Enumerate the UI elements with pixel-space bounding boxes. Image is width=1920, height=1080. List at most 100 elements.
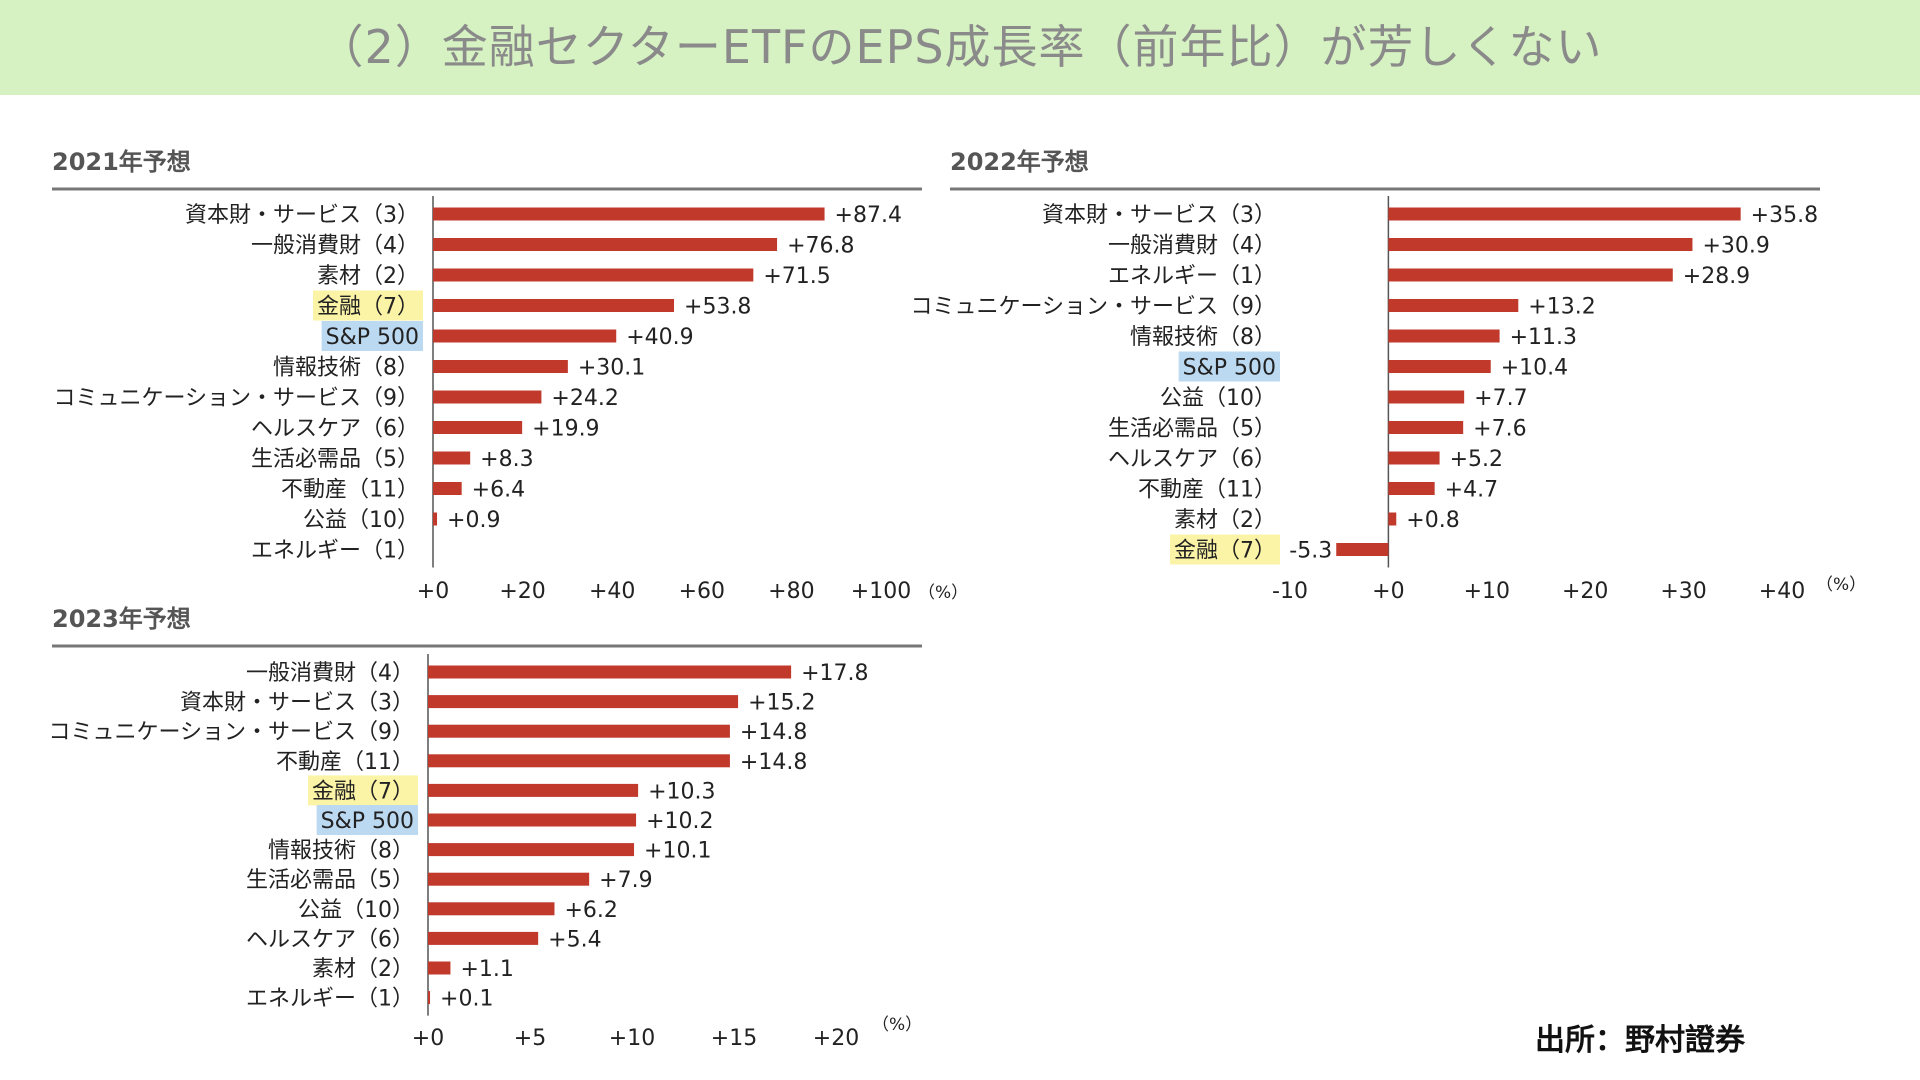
data-label: +76.8 — [787, 234, 854, 259]
category-label: 一般消費財（4） — [246, 661, 414, 686]
data-label: +15.2 — [748, 691, 815, 716]
category-label: 一般消費財（4） — [251, 234, 419, 259]
sp500-highlight — [321, 321, 423, 351]
data-label: +0.1 — [440, 987, 493, 1012]
bar — [1336, 543, 1389, 556]
chart-title-2021: 2021年予想 — [52, 148, 191, 176]
bar — [433, 512, 438, 526]
x-tick-label: +60 — [679, 579, 725, 604]
bar — [428, 724, 730, 738]
data-label: +17.8 — [801, 661, 868, 686]
source-note: 出所：野村證券 — [1535, 1023, 1745, 1058]
category-label: 素材（2） — [1174, 508, 1276, 533]
title-banner — [0, 0, 1920, 95]
category-label: 金融（7） — [317, 295, 419, 320]
bar — [428, 783, 639, 797]
bar — [1388, 238, 1693, 251]
bar — [428, 931, 539, 945]
bar — [1388, 482, 1435, 495]
category-label: 公益（10） — [1160, 386, 1276, 411]
category-label: 金融（7） — [312, 779, 414, 804]
sp500-highlight — [1178, 351, 1280, 382]
bar — [433, 451, 471, 465]
category-label: 不動産（11） — [281, 478, 419, 503]
x-tick-label: +15 — [711, 1026, 757, 1051]
data-label: -5.3 — [1289, 539, 1332, 564]
data-label: +4.7 — [1445, 478, 1498, 503]
bar — [1388, 421, 1464, 434]
bar — [433, 207, 825, 221]
category-label: S&P 500 — [326, 325, 419, 350]
bar — [433, 238, 778, 251]
bar — [428, 843, 635, 857]
data-label: +30.1 — [578, 356, 645, 381]
category-label: コミュニケーション・サービス（9） — [910, 295, 1276, 320]
bar — [428, 902, 555, 916]
data-label: +11.3 — [1510, 325, 1577, 350]
x-tick-label: +10 — [1464, 579, 1510, 604]
bar — [433, 421, 523, 434]
x-tick-label: +0 — [412, 1026, 444, 1051]
bar — [428, 665, 792, 679]
bar — [433, 268, 754, 282]
x-tick-label: +20 — [499, 579, 545, 604]
data-label: +10.1 — [644, 839, 711, 864]
unit-label: （%） — [918, 583, 968, 603]
category-label: 資本財・サービス（3） — [1042, 203, 1276, 228]
data-label: +0.8 — [1406, 508, 1459, 533]
bar — [433, 360, 568, 373]
category-label: S&P 500 — [1183, 356, 1276, 381]
x-tick-label: +0 — [417, 579, 449, 604]
category-label: 情報技術（8） — [273, 356, 419, 381]
bar — [1388, 451, 1440, 465]
bar — [428, 961, 451, 975]
category-label: 不動産（11） — [1138, 478, 1276, 503]
category-label: 生活必需品（5） — [251, 447, 419, 472]
data-label: +0.9 — [447, 508, 500, 533]
data-label: +5.2 — [1450, 447, 1503, 472]
data-label: +7.6 — [1473, 417, 1526, 442]
bar — [428, 991, 431, 1005]
bar — [1388, 299, 1519, 312]
bar — [428, 695, 739, 709]
category-label: 情報技術（8） — [268, 839, 414, 864]
bar — [1388, 360, 1491, 373]
chart-title-2023: 2023年予想 — [52, 605, 191, 633]
x-tick-label: -10 — [1272, 579, 1308, 604]
x-tick-label: +0 — [1372, 579, 1404, 604]
bar — [1388, 268, 1673, 282]
data-label: +8.3 — [480, 447, 533, 472]
x-tick-label: +100 — [851, 579, 911, 604]
data-label: +30.9 — [1702, 234, 1769, 259]
data-label: +71.5 — [763, 264, 830, 289]
bar — [433, 299, 675, 312]
bar — [428, 872, 590, 886]
page-title: （2）金融セクターETFのEPS成長率（前年比）が芳しくない — [317, 20, 1603, 74]
category-label: 素材（2） — [317, 264, 419, 289]
bar — [433, 482, 462, 495]
category-label: 金融（7） — [1174, 539, 1276, 564]
data-label: +6.4 — [472, 478, 525, 503]
data-label: +1.1 — [460, 957, 513, 982]
category-label: ヘルスケア（6） — [1108, 447, 1276, 472]
category-label: 資本財・サービス（3） — [185, 203, 419, 228]
data-label: +35.8 — [1751, 203, 1818, 228]
bar — [1388, 512, 1397, 526]
category-label: 不動産（11） — [276, 750, 414, 775]
finance-highlight — [313, 290, 423, 321]
category-label: 公益（10） — [303, 508, 419, 533]
category-label: コミュニケーション・サービス（9） — [53, 386, 419, 411]
x-tick-label: +30 — [1660, 579, 1706, 604]
data-label: +7.7 — [1474, 386, 1527, 411]
category-label: 情報技術（8） — [1130, 325, 1276, 350]
x-tick-label: +20 — [813, 1026, 859, 1051]
data-label: +19.9 — [532, 417, 599, 442]
category-label: コミュニケーション・サービス（9） — [48, 720, 414, 745]
category-label: エネルギー（1） — [1108, 264, 1276, 289]
data-label: +53.8 — [684, 295, 751, 320]
unit-label: （%） — [1816, 575, 1866, 595]
bar — [1388, 207, 1741, 221]
data-label: +7.9 — [599, 868, 652, 893]
